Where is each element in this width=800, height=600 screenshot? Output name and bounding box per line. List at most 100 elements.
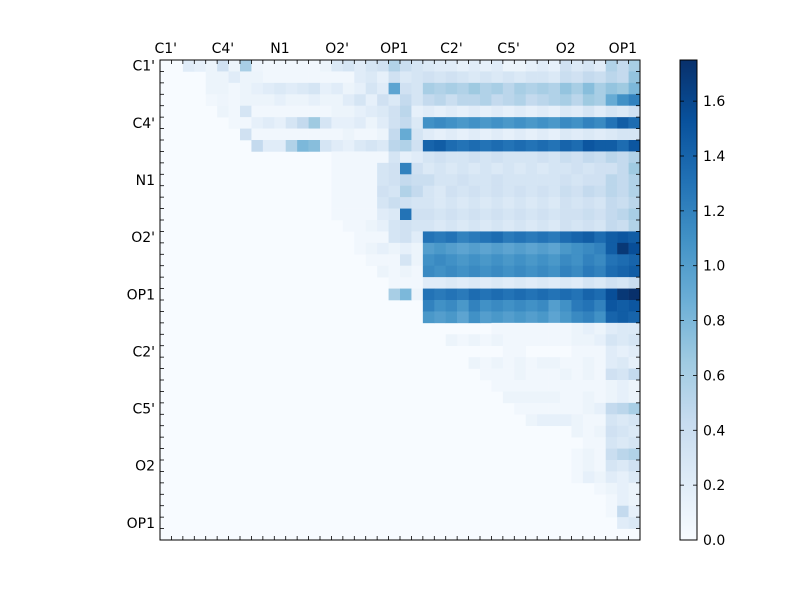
heatmap-cell: [514, 105, 527, 118]
heatmap-cell: [468, 117, 481, 129]
heatmap-cell: [468, 140, 481, 152]
heatmap-cell: [560, 185, 572, 198]
heatmap-cell: [457, 162, 469, 175]
heatmap-cell: [594, 151, 607, 164]
heatmap-cell: [491, 71, 504, 84]
heatmap-cell: [560, 151, 572, 164]
heatmap-cell: [628, 151, 641, 164]
heatmap-cell: [411, 254, 424, 267]
heatmap-cell: [308, 82, 321, 95]
heatmap-cell: [331, 174, 344, 187]
heatmap-cell: [251, 94, 264, 107]
heatmap-cell: [571, 277, 584, 289]
heatmap-cell: [388, 71, 401, 84]
heatmap-cell: [445, 128, 458, 141]
heatmap-cell: [422, 117, 435, 129]
heatmap-cell: [228, 117, 241, 129]
heatmap-cell: [274, 128, 287, 141]
heatmap-cell: [411, 185, 424, 198]
heatmap-cell: [377, 197, 389, 209]
heatmap-cell: [514, 288, 527, 301]
heatmap-cell: [491, 162, 504, 175]
heatmap-cell: [377, 174, 389, 187]
heatmap-cell: [617, 105, 629, 118]
heatmap-cell: [525, 402, 538, 415]
heatmap-cell: [468, 231, 481, 244]
heatmap-cell: [605, 254, 618, 267]
heatmap-cell: [525, 105, 538, 118]
heatmap-cell: [251, 117, 264, 129]
heatmap-cell: [594, 128, 607, 141]
heatmap-cell: [594, 357, 607, 369]
heatmap-cell: [354, 197, 367, 209]
heatmap-cell: [434, 231, 447, 244]
heatmap-cell: [594, 380, 607, 392]
heatmap-cell: [354, 231, 367, 244]
heatmap-cell: [377, 71, 389, 84]
heatmap-cell: [594, 117, 607, 129]
heatmap-cell: [388, 265, 401, 278]
heatmap-cell: [514, 174, 527, 187]
heatmap-cell: [468, 265, 481, 278]
heatmap-cell: [331, 60, 344, 72]
heatmap-cell: [548, 402, 561, 415]
heatmap-cell: [331, 208, 344, 221]
heatmap-cell: [571, 380, 584, 392]
heatmap-cell: [571, 231, 584, 244]
heatmap-cell: [480, 140, 492, 152]
heatmap-cell: [491, 300, 504, 312]
heatmap-cell: [434, 197, 447, 209]
heatmap-cell: [354, 140, 367, 152]
heatmap-cell: [605, 460, 618, 472]
heatmap-cell: [400, 94, 412, 107]
heatmap-cell: [548, 220, 561, 232]
heatmap-cell: [605, 185, 618, 198]
heatmap-cell: [480, 94, 492, 107]
heatmap-cell: [445, 231, 458, 244]
heatmap-cell: [480, 300, 492, 312]
heatmap-cell: [537, 162, 549, 175]
heatmap-cell: [548, 300, 561, 312]
heatmap-cell: [468, 151, 481, 164]
heatmap-cell: [548, 288, 561, 301]
heatmap-cell: [491, 380, 504, 392]
heatmap-cell: [502, 380, 515, 392]
x-tick-label: N1: [270, 41, 289, 57]
heatmap-cell: [594, 437, 607, 449]
heatmap-cell: [342, 128, 355, 141]
heatmap-cell: [434, 254, 447, 267]
heatmap-cell: [240, 60, 252, 72]
heatmap-cell: [617, 151, 629, 164]
heatmap-cell: [205, 60, 218, 72]
heatmap-cell: [457, 174, 469, 187]
heatmap-cell: [594, 300, 607, 312]
heatmap-cell: [548, 174, 561, 187]
heatmap-cell: [377, 254, 389, 267]
heatmap-cell: [582, 174, 595, 187]
heatmap-cell: [354, 128, 367, 141]
heatmap-cell: [285, 82, 298, 95]
heatmap-cell: [571, 357, 584, 369]
heatmap-cell: [297, 140, 309, 152]
heatmap-cell: [571, 71, 584, 84]
heatmap-cell: [388, 220, 401, 232]
heatmap-cell: [422, 220, 435, 232]
heatmap-cell: [491, 94, 504, 107]
heatmap-cell: [320, 71, 332, 84]
colorbar-tick-label: 0.2: [703, 478, 725, 494]
heatmap-cell: [560, 368, 572, 381]
heatmap-cell: [354, 94, 367, 107]
heatmap-cell: [468, 185, 481, 198]
colorbar-tick-label: 1.2: [703, 204, 725, 220]
heatmap-cell: [480, 71, 492, 84]
heatmap-cell: [582, 265, 595, 278]
heatmap-cell: [560, 414, 572, 427]
heatmap-cell: [502, 60, 515, 72]
heatmap-cell: [228, 94, 241, 107]
heatmap-cell: [365, 197, 378, 209]
heatmap-cell: [525, 151, 538, 164]
heatmap-cell: [502, 322, 515, 335]
heatmap-cell: [525, 414, 538, 427]
heatmap-cell: [525, 277, 538, 289]
heatmap-cell: [457, 220, 469, 232]
